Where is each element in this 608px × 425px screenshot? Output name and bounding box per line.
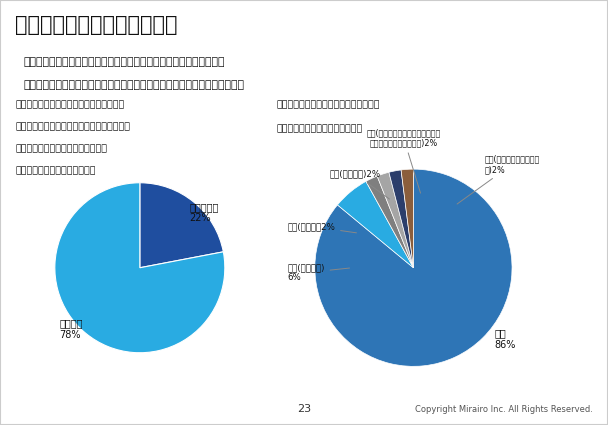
Text: 障害を理由とする差別的取り扱いを受けた: 障害を理由とする差別的取り扱いを受けた — [15, 100, 125, 109]
Text: 相談窓口については約８割が「知らない」と回答し、認知度は低い。: 相談窓口については約８割が「知らない」と回答し、認知度は低い。 — [24, 57, 226, 68]
Text: Copyright Mirairo Inc. All Rights Reserved.: Copyright Mirairo Inc. All Rights Reserv… — [415, 405, 593, 414]
Wedge shape — [401, 169, 413, 268]
Wedge shape — [140, 183, 223, 268]
Text: （ｎ＝１，００７、単一回答）: （ｎ＝１，００７、単一回答） — [15, 166, 95, 175]
Text: ない
86%: ない 86% — [494, 328, 516, 349]
Wedge shape — [55, 183, 225, 353]
Text: 知っている
22%: 知っている 22% — [189, 202, 218, 223]
Wedge shape — [389, 170, 413, 268]
Text: 内閣府が試行的に実施している「つなぐ窓口」の利用も少ないようだった。: 内閣府が試行的に実施している「つなぐ窓口」の利用も少ないようだった。 — [24, 80, 245, 90]
Wedge shape — [377, 172, 413, 268]
Text: ある(障害者差別に関する内閣府の
相談窓口「つなぐ窓口」)2%: ある(障害者差別に関する内閣府の 相談窓口「つなぐ窓口」)2% — [367, 128, 441, 193]
Text: ある(その他省庁の相談窓
口)2%: ある(その他省庁の相談窓 口)2% — [457, 155, 540, 204]
Text: ある(市区町村)
6%: ある(市区町村) 6% — [287, 263, 350, 282]
Text: （ｎ＝１，００７、複数回答可）: （ｎ＝１，００７、複数回答可） — [277, 124, 363, 133]
Text: 窓口があることを知っていますか？: 窓口があることを知っていますか？ — [15, 144, 107, 153]
Text: 相談窓口の認知度、利用実態: 相談窓口の認知度、利用実態 — [15, 15, 178, 35]
Text: ある(その他）2%: ある(その他）2% — [287, 222, 356, 233]
Wedge shape — [366, 176, 413, 268]
Wedge shape — [315, 169, 512, 366]
Text: り、合理的配慮の不提供を感じた時に、相談: り、合理的配慮の不提供を感じた時に、相談 — [15, 122, 130, 131]
Text: 23: 23 — [297, 404, 311, 414]
Text: 知らない
78%: 知らない 78% — [59, 318, 83, 340]
Text: 相談窓口を利用したことがありますか？: 相談窓口を利用したことがありますか？ — [277, 100, 380, 109]
Text: ある(都道府県)2%: ある(都道府県)2% — [330, 170, 390, 199]
Wedge shape — [337, 181, 413, 268]
